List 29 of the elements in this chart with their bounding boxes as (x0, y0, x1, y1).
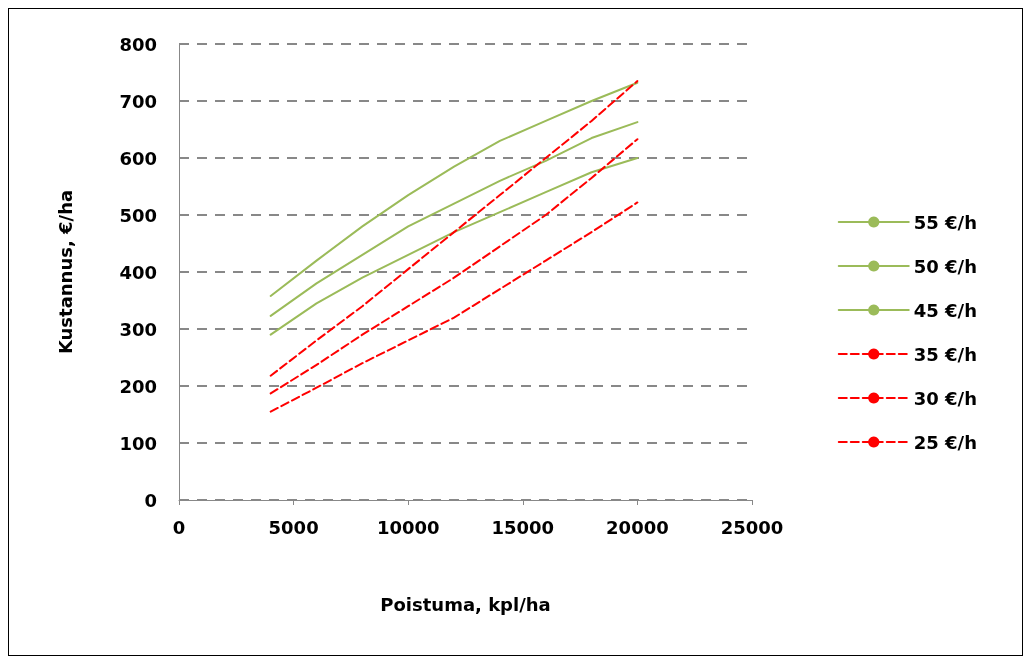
y-tick-label: 600 (119, 147, 157, 169)
line-series (269, 138, 639, 395)
y-tick-label: 300 (119, 318, 157, 340)
y-tick-label: 200 (119, 375, 157, 397)
y-tick-label: 700 (119, 90, 157, 112)
y-tick-label: 800 (119, 33, 157, 55)
legend-label: 25 €/h (913, 431, 978, 453)
line-series (269, 80, 639, 377)
x-tick-label: 20000 (606, 516, 669, 538)
legend-label: 30 €/h (913, 387, 978, 409)
line-series (269, 81, 639, 297)
line-series (269, 121, 639, 317)
legend-label: 35 €/h (913, 343, 978, 365)
y-axis-title: Kustannus, €/ha (54, 189, 76, 355)
y-tick-label: 100 (119, 432, 157, 454)
y-tick-label: 500 (119, 204, 157, 226)
x-tick-label: 10000 (376, 516, 440, 538)
x-tick-label: 25000 (720, 516, 784, 538)
line-series (269, 157, 639, 336)
x-tick-label: 5000 (268, 516, 319, 538)
line-series (269, 201, 639, 413)
y-tick-label: 0 (144, 489, 157, 511)
x-axis-title: Poistuma, kpl/ha (380, 593, 551, 615)
legend-label: 50 €/h (913, 255, 978, 277)
legend-label: 45 €/h (913, 299, 978, 321)
x-tick-label: 0 (172, 516, 186, 538)
x-tick-label: 15000 (491, 516, 555, 538)
y-tick-label: 400 (119, 261, 157, 283)
legend-label: 55 €/h (913, 211, 978, 233)
